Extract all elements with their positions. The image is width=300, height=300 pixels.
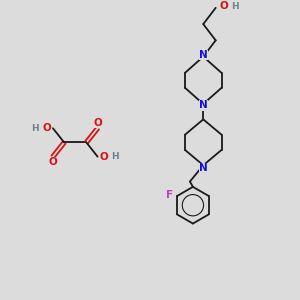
Text: H: H bbox=[112, 152, 119, 161]
Text: N: N bbox=[199, 100, 208, 110]
Text: H: H bbox=[32, 124, 39, 133]
Text: H: H bbox=[231, 2, 239, 11]
Text: O: O bbox=[93, 118, 102, 128]
Text: O: O bbox=[100, 152, 109, 162]
Text: O: O bbox=[49, 157, 57, 167]
Text: O: O bbox=[42, 123, 51, 133]
Text: N: N bbox=[199, 163, 208, 172]
Text: N: N bbox=[199, 50, 208, 60]
Text: F: F bbox=[166, 190, 173, 200]
Text: O: O bbox=[220, 1, 228, 11]
